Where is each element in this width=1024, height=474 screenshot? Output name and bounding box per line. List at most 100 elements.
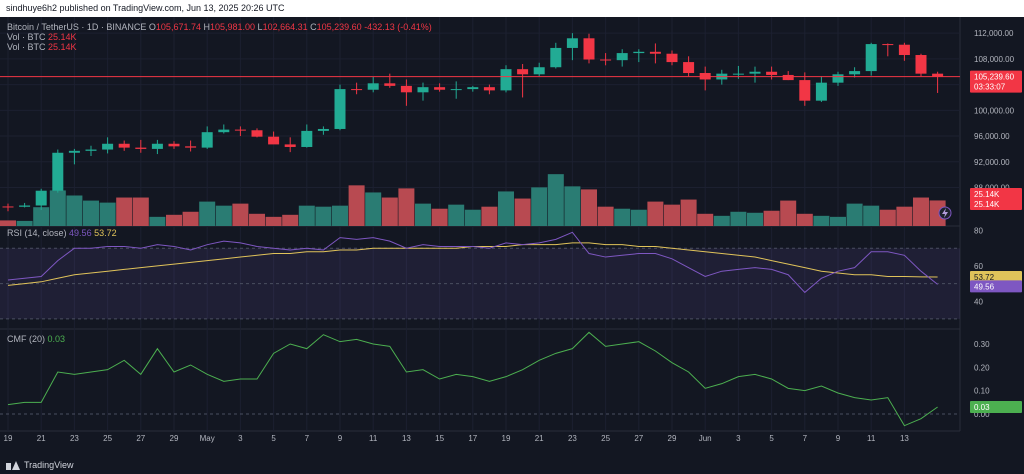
volume-bar [315, 206, 332, 226]
candle-body [550, 47, 562, 68]
cmf-tick-label: 0.30 [974, 340, 990, 349]
volume-bar [929, 200, 946, 226]
price-badge-text: 03:33:07 [974, 83, 1006, 92]
footer-brand: TradingView [6, 460, 74, 470]
volume-bar [547, 174, 564, 226]
volume-bar [116, 197, 133, 226]
cmf-label: CMF (20) [7, 334, 45, 344]
volume-bar [780, 200, 797, 226]
volume-bar [747, 212, 763, 226]
volume-bar [846, 203, 863, 226]
candle-body [932, 73, 944, 77]
date-tick-label: 19 [4, 434, 13, 443]
volume-bar [365, 192, 382, 226]
date-tick-label: 23 [70, 434, 79, 443]
legend-vol2-label: Vol · BTC [7, 42, 46, 52]
volume-bar [431, 208, 448, 226]
candle-body [52, 152, 64, 191]
publish-bar: sindhuye6h2 published on TradingView.com… [0, 0, 1024, 17]
chart-canvas[interactable]: 112,000.00108,000.00104,000.00100,000.00… [0, 17, 1024, 457]
volume-bar [182, 211, 199, 226]
legend-vol2: 25.14K [48, 42, 77, 52]
legend-close: 105,239.60 [316, 22, 362, 32]
candle-body [317, 128, 329, 131]
rsi-ma-badge-text: 53.72 [974, 273, 995, 282]
candle-body [500, 69, 512, 91]
candle-body [234, 129, 246, 131]
date-tick-label: 25 [103, 434, 112, 443]
volume-bar [763, 210, 780, 226]
volume-bar [415, 203, 431, 226]
candle-body [583, 38, 595, 60]
candle-body [2, 206, 14, 208]
candle-body [882, 44, 894, 46]
candle-body [85, 149, 97, 151]
volume-bar [796, 213, 813, 226]
cmf-tick-label: 0.10 [974, 387, 990, 396]
candle-body [384, 83, 396, 86]
candle-body [367, 83, 379, 90]
candle-body [766, 71, 778, 75]
legend-vol1-label: Vol · BTC [7, 32, 46, 42]
volume-bar [215, 205, 232, 226]
volume-bar [713, 215, 730, 226]
price-tick-label: 88,000.00 [974, 183, 1010, 192]
date-tick-label: 5 [271, 434, 276, 443]
volume-bar [0, 220, 16, 226]
volume-bar [398, 188, 415, 226]
cmf-value: 0.03 [47, 334, 66, 344]
rsi-tick-label: 60 [974, 262, 983, 271]
legend-high-label: H [203, 22, 210, 32]
candle-body [649, 51, 661, 54]
volume-bar [66, 195, 83, 226]
volume-bar [16, 220, 33, 226]
volume-bars [0, 174, 946, 226]
date-tick-label: 27 [136, 434, 145, 443]
volume-bar [597, 206, 614, 226]
date-tick-label: 27 [634, 434, 643, 443]
date-tick-label: 3 [238, 434, 243, 443]
candle-body [898, 44, 910, 56]
date-tick-label: 11 [369, 434, 378, 443]
date-tick-label: 7 [803, 434, 808, 443]
cmf-tick-label: 0.20 [974, 363, 990, 372]
candle-body [915, 55, 927, 74]
candle-body [832, 74, 844, 83]
footer-brand-text: TradingView [24, 460, 74, 470]
volume-bar [564, 186, 581, 226]
candle-body [151, 143, 163, 149]
legend-close-label: C [310, 22, 317, 32]
legend-high: 105,981.00 [209, 22, 256, 32]
cmf-badge-bg [970, 401, 1022, 413]
date-tick-label: 23 [568, 434, 577, 443]
cmf-tick-label: 0.00 [974, 410, 990, 419]
date-tick-label: 29 [668, 434, 677, 443]
rsi-label: RSI (14, close) [7, 228, 67, 238]
candle-body [351, 89, 363, 91]
candle-body [35, 190, 47, 206]
rsi-ma-value: 53.72 [94, 228, 117, 238]
candle-body [218, 129, 230, 133]
legend-open: 105,671.74 [155, 22, 201, 32]
volume-badge-text: 25.14K [974, 200, 1000, 209]
volume-bar [332, 205, 348, 226]
volume-bar [614, 208, 631, 226]
price-tick-label: 108,000.00 [974, 55, 1015, 64]
candle-body [68, 150, 80, 153]
volume-bar [348, 185, 365, 226]
volume-badge-bg [970, 188, 1022, 200]
volume-bar [581, 189, 597, 226]
volume-bar [813, 215, 830, 226]
rsi-pane [0, 231, 960, 320]
volume-bar [730, 211, 747, 226]
volume-bar [664, 204, 680, 226]
volume-bar [232, 203, 249, 226]
price-tick-label: 100,000.00 [974, 106, 1015, 115]
date-tick-label: 19 [502, 434, 511, 443]
candle-body [467, 87, 479, 90]
candle-body [102, 143, 114, 150]
volume-bar [381, 197, 398, 226]
legend-volume-2: Vol · BTC 25.14K [7, 42, 432, 52]
date-tick-label: 29 [170, 434, 179, 443]
candle-body [201, 132, 213, 148]
